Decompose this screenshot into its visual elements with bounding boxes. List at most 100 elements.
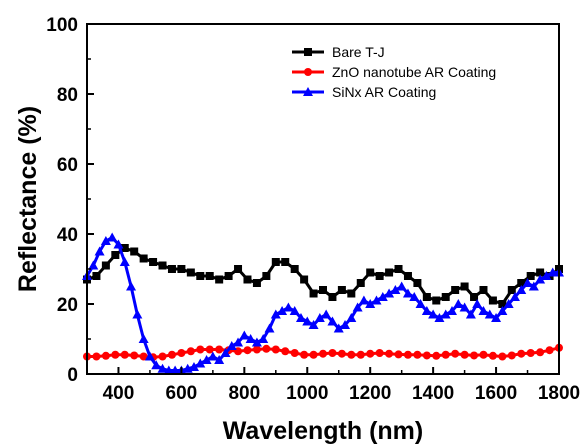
- series-1: [83, 244, 563, 308]
- data-point: [251, 337, 262, 347]
- data-point: [262, 344, 271, 353]
- legend-entry: SiNx AR Coating: [292, 84, 436, 100]
- legend-label: SiNx AR Coating: [332, 84, 436, 100]
- data-point: [432, 351, 441, 360]
- data-point: [390, 285, 401, 294]
- data-point: [188, 362, 199, 371]
- data-point: [205, 345, 214, 354]
- x-tick-label: 1800: [538, 383, 580, 404]
- data-point: [526, 272, 535, 280]
- data-point: [497, 306, 508, 315]
- y-axis-title: Reflectance (%): [14, 106, 42, 292]
- data-point: [120, 350, 129, 359]
- data-point: [422, 351, 431, 360]
- data-point: [215, 275, 224, 284]
- data-point: [470, 351, 479, 360]
- data-point: [300, 350, 309, 359]
- data-point: [371, 295, 382, 305]
- data-point: [545, 346, 554, 355]
- x-axis-title: Wavelength (nm): [223, 417, 423, 445]
- data-point: [139, 254, 148, 263]
- data-point: [491, 313, 502, 322]
- data-point: [138, 334, 149, 343]
- data-point: [377, 292, 388, 301]
- data-point: [196, 272, 205, 280]
- data-point: [375, 349, 384, 357]
- legend-marker: [304, 68, 312, 76]
- data-point: [347, 289, 356, 298]
- data-point: [101, 351, 110, 360]
- data-point: [243, 346, 252, 355]
- data-point: [214, 355, 225, 364]
- data-point: [101, 261, 110, 270]
- data-point: [460, 282, 469, 291]
- legend-entry: ZnO nanotube AR Coating: [292, 64, 496, 80]
- data-point: [536, 268, 545, 277]
- y-tick-label: 40: [57, 225, 78, 246]
- data-point: [224, 272, 233, 280]
- data-point: [453, 299, 464, 308]
- data-point: [100, 236, 111, 245]
- data-point: [394, 265, 403, 273]
- data-point: [264, 323, 275, 333]
- data-point: [422, 293, 431, 301]
- data-point: [337, 286, 346, 294]
- data-point: [158, 261, 167, 270]
- data-point: [234, 265, 243, 273]
- data-point: [309, 289, 318, 298]
- data-point: [149, 258, 158, 266]
- data-point: [507, 286, 516, 294]
- data-point: [270, 309, 281, 319]
- data-point: [526, 349, 535, 357]
- data-point: [177, 265, 186, 273]
- data-point: [144, 351, 155, 361]
- data-point: [92, 272, 101, 280]
- data-point: [258, 334, 269, 343]
- data-point: [498, 352, 507, 361]
- data-point: [94, 246, 105, 256]
- data-point: [459, 302, 470, 312]
- data-point: [522, 278, 533, 287]
- data-point: [186, 268, 195, 277]
- data-point: [300, 275, 309, 284]
- y-tick-label: 100: [46, 15, 78, 36]
- data-point: [167, 265, 176, 273]
- x-tick-label: 400: [103, 383, 135, 404]
- data-point: [356, 350, 365, 359]
- data-point: [321, 309, 332, 319]
- series-line: [86, 246, 560, 306]
- data-point: [177, 349, 186, 357]
- data-point: [245, 334, 256, 343]
- series-2: [83, 343, 563, 362]
- x-tick-label: 1400: [412, 383, 454, 404]
- data-point: [243, 275, 252, 284]
- data-point: [186, 347, 195, 356]
- data-point: [358, 295, 369, 305]
- data-point: [470, 293, 479, 301]
- y-tick-label: 80: [57, 85, 78, 106]
- data-point: [447, 306, 458, 315]
- data-point: [207, 351, 218, 361]
- data-point: [252, 345, 261, 354]
- data-point: [509, 292, 520, 301]
- data-point: [205, 272, 214, 280]
- data-point: [352, 302, 363, 312]
- legend-label: Bare T-J: [332, 44, 385, 60]
- legend-entry: Bare T-J: [292, 44, 385, 60]
- data-point: [289, 306, 300, 315]
- data-point: [503, 299, 514, 308]
- data-point: [434, 313, 445, 322]
- data-point: [517, 349, 526, 358]
- x-tick-label: 800: [228, 383, 260, 404]
- data-point: [541, 271, 552, 280]
- data-point: [92, 352, 101, 361]
- data-point: [347, 350, 356, 359]
- data-point: [396, 281, 407, 291]
- data-point: [328, 293, 337, 301]
- data-point: [403, 350, 412, 359]
- data-point: [220, 348, 231, 357]
- x-tick-label: 1200: [349, 383, 391, 404]
- data-point: [281, 347, 290, 356]
- data-point: [516, 285, 527, 294]
- data-point: [314, 313, 325, 322]
